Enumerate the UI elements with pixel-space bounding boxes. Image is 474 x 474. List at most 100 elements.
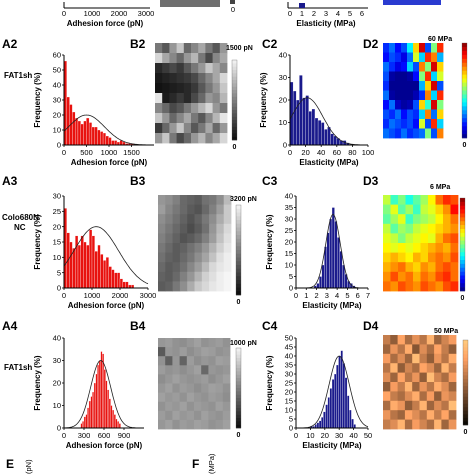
heatmap-cell	[158, 356, 166, 366]
heatmap-cell	[222, 347, 231, 357]
histogram-bar	[353, 424, 356, 429]
heatmap-cell	[398, 252, 406, 263]
color-scale-segment	[460, 248, 465, 253]
heatmap-cell	[435, 214, 444, 225]
color-scale-segment	[236, 404, 241, 409]
heatmap-cell	[205, 83, 213, 94]
color-scale-segment	[236, 272, 241, 277]
heatmap-cell	[209, 204, 217, 215]
heatmap-cell	[450, 223, 459, 234]
heatmap-cell	[183, 63, 192, 74]
histogram-bar	[118, 423, 121, 429]
heatmap-cell	[216, 262, 225, 273]
heatmap-cell	[435, 204, 444, 215]
heatmap-cell	[419, 353, 428, 364]
histogram-bar	[327, 126, 331, 146]
heatmap-cell	[212, 103, 221, 114]
heatmap-cell	[441, 410, 450, 420]
heatmap-cell	[383, 214, 391, 225]
x-axis-title: Elasticity (MPa)	[302, 441, 361, 450]
heatmap-cell	[169, 53, 177, 64]
heatmap-cell	[434, 353, 442, 364]
heatmap-cell	[212, 43, 221, 54]
x-axis-title: Adhesion force (pN)	[68, 301, 145, 310]
heatmap-cell	[419, 400, 428, 411]
heatmap-cell	[187, 204, 195, 215]
histogram-bar	[111, 140, 115, 146]
heatmap-cell	[395, 62, 402, 72]
heatmap-cell	[441, 372, 450, 383]
heatmap-cell	[172, 214, 181, 225]
histogram-bar	[97, 129, 101, 146]
heatmap-cell	[201, 392, 209, 403]
color-scale-segment	[460, 201, 465, 207]
heatmap-cell	[404, 410, 413, 420]
color-scale-segment	[463, 368, 468, 373]
heatmap-cell	[205, 73, 213, 84]
color-scale-segment	[463, 364, 468, 369]
histogram-bar	[336, 364, 339, 429]
heatmap-cell	[413, 90, 420, 101]
color-scale-segment	[462, 114, 467, 119]
heatmap-cell	[179, 204, 188, 215]
heatmap-cell	[412, 410, 420, 420]
heatmap-cell	[194, 410, 202, 421]
heatmap-cell	[222, 338, 231, 348]
heatmap-cell	[389, 90, 396, 101]
top-elasticity-xlabel: Elasticity (MPa)	[296, 19, 355, 28]
heatmap-cell	[383, 271, 391, 282]
color-scale-min-label: 0	[464, 429, 468, 436]
heatmap-cell	[186, 401, 195, 412]
histogram-bar	[351, 418, 354, 429]
heatmap-cell	[186, 383, 195, 393]
heatmap-cell	[413, 119, 420, 129]
heatmap-cell	[222, 401, 231, 412]
heatmap-cell	[428, 271, 436, 282]
heatmap-cell	[407, 71, 414, 82]
color-scale-frame	[459, 197, 466, 292]
heatmap-cell	[191, 133, 199, 144]
heatmap-cell	[219, 43, 228, 54]
heatmap-cell	[212, 123, 221, 134]
heatmap-cell	[383, 400, 391, 411]
histogram-bar	[88, 400, 91, 429]
heatmap-cell	[194, 281, 203, 292]
row-label-2: FAT1sh	[4, 71, 32, 80]
heatmap-cell	[420, 243, 429, 253]
heatmap-cell	[212, 133, 221, 144]
color-scale-segment	[462, 62, 467, 68]
heatmap-cell	[183, 133, 192, 144]
heatmap-cell	[390, 195, 399, 205]
color-scale-segment	[236, 378, 241, 382]
heatmap-cell	[165, 410, 173, 421]
color-scale-segment	[232, 123, 237, 127]
heatmap-cell	[223, 233, 232, 244]
heatmap-cell	[158, 365, 166, 375]
heatmap-cell	[389, 119, 396, 129]
heatmap-cell	[397, 335, 406, 345]
top-partial-row: 0 1000 2000 3000 Adhesion force (pN) 0 0…	[62, 0, 441, 28]
color-scale-segment	[462, 134, 467, 139]
heatmap-cell	[419, 71, 426, 82]
panel-label-c3: C3	[262, 174, 278, 188]
heatmap-cell	[390, 353, 398, 364]
heatmap-cell	[191, 103, 199, 114]
heatmap-cell	[390, 281, 399, 292]
heatmap-cell	[205, 113, 213, 124]
heatmap-cell	[437, 119, 444, 129]
heatmap-cell	[413, 109, 420, 120]
heatmap-cell	[222, 419, 231, 430]
heatmap-cell	[179, 383, 188, 393]
heatmap-cell	[176, 113, 185, 124]
color-scale-segment	[232, 130, 237, 134]
panel-label-b2: B2	[130, 37, 146, 51]
heatmap-cell	[208, 374, 216, 384]
y-tick-label: 15	[285, 397, 293, 406]
color-scale-segment	[236, 421, 241, 425]
heatmap-cell	[169, 93, 177, 104]
y-tick-label: 0	[57, 424, 61, 433]
histogram-bar	[88, 122, 93, 146]
color-scale-segment	[236, 227, 241, 232]
heatmap-cell	[397, 382, 406, 392]
